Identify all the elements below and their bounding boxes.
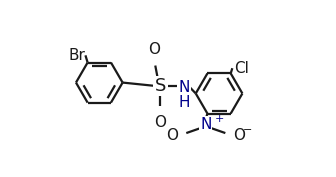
Text: O: O	[233, 128, 245, 143]
Text: N: N	[178, 80, 190, 95]
Text: N: N	[200, 117, 211, 132]
Text: O: O	[166, 128, 178, 143]
Text: S: S	[155, 77, 166, 95]
Text: +: +	[214, 114, 224, 124]
Text: Br: Br	[69, 48, 85, 63]
Text: O: O	[148, 42, 160, 57]
Text: Cl: Cl	[234, 61, 249, 76]
Text: O: O	[155, 115, 166, 130]
Text: H: H	[178, 95, 190, 110]
Text: −: −	[243, 125, 252, 135]
